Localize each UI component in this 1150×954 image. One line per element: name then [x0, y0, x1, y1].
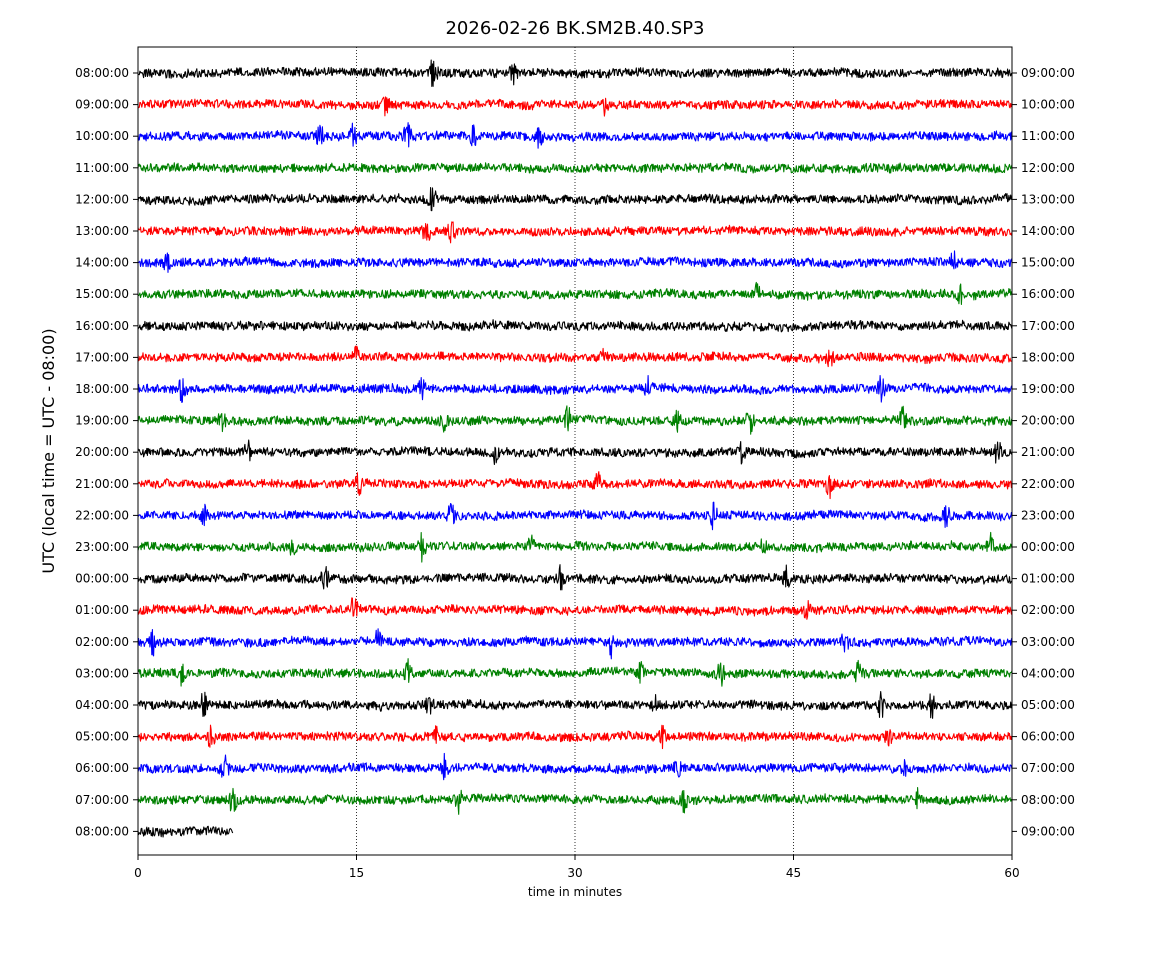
right-tick-label-14: 23:00:00 [1021, 508, 1075, 522]
trace-22 [137, 752, 1013, 781]
left-tick-label-15: 23:00:00 [75, 540, 129, 554]
right-tick-label-11: 20:00:00 [1021, 414, 1075, 428]
x-tick-label-30: 30 [567, 866, 582, 880]
left-tick-label-14: 22:00:00 [75, 508, 129, 522]
trace-7 [137, 281, 1013, 306]
left-tick-label-3: 11:00:00 [75, 161, 129, 175]
left-tick-label-18: 02:00:00 [75, 635, 129, 649]
trace-21 [137, 724, 1013, 750]
left-tick-label-8: 16:00:00 [75, 319, 129, 333]
trace-9 [137, 345, 1013, 368]
trace-2 [137, 122, 1013, 149]
right-tick-label-9: 18:00:00 [1021, 350, 1075, 364]
x-tick-label-0: 0 [134, 866, 142, 880]
left-tick-label-22: 06:00:00 [75, 761, 129, 775]
right-tick-label-1: 10:00:00 [1021, 98, 1075, 112]
left-tick-label-24: 08:00:00 [75, 824, 129, 838]
left-tick-label-20: 04:00:00 [75, 698, 129, 712]
left-tick-label-7: 15:00:00 [75, 287, 129, 301]
left-tick-label-17: 01:00:00 [75, 603, 129, 617]
chart-title: 2026-02-26 BK.SM2B.40.SP3 [445, 18, 704, 39]
x-tick-label-15: 15 [349, 866, 364, 880]
right-tick-label-16: 01:00:00 [1021, 572, 1075, 586]
right-tick-label-0: 09:00:00 [1021, 66, 1075, 80]
left-tick-label-11: 19:00:00 [75, 414, 129, 428]
right-tick-label-18: 03:00:00 [1021, 635, 1075, 649]
trace-layer [137, 59, 1013, 838]
left-tick-label-23: 07:00:00 [75, 793, 129, 807]
right-tick-label-20: 05:00:00 [1021, 698, 1075, 712]
x-tick-label-60: 60 [1004, 866, 1019, 880]
right-tick-label-21: 06:00:00 [1021, 730, 1075, 744]
right-tick-label-13: 22:00:00 [1021, 477, 1075, 491]
left-tick-label-19: 03:00:00 [75, 666, 129, 680]
left-tick-label-21: 05:00:00 [75, 730, 129, 744]
trace-0 [138, 59, 1013, 87]
trace-17 [137, 597, 1013, 620]
left-tick-label-12: 20:00:00 [75, 445, 129, 459]
right-tick-label-23: 08:00:00 [1021, 793, 1075, 807]
trace-1 [137, 96, 1013, 117]
right-tick-label-19: 04:00:00 [1021, 666, 1075, 680]
right-tick-label-6: 15:00:00 [1021, 256, 1075, 270]
trace-20 [137, 691, 1013, 719]
x-axis-label: time in minutes [528, 885, 622, 899]
left-tick-label-16: 00:00:00 [75, 572, 129, 586]
trace-12 [137, 439, 1013, 466]
trace-6 [137, 250, 1013, 273]
right-tick-label-2: 11:00:00 [1021, 129, 1075, 143]
left-tick-label-13: 21:00:00 [75, 477, 129, 491]
trace-8 [137, 319, 1013, 333]
left-tick-label-0: 08:00:00 [75, 66, 129, 80]
left-tick-label-6: 14:00:00 [75, 256, 129, 270]
trace-15 [137, 531, 1013, 563]
left-tick-label-9: 17:00:00 [75, 350, 129, 364]
right-tick-label-22: 07:00:00 [1021, 761, 1075, 775]
trace-11 [137, 405, 1013, 435]
left-tick-label-10: 18:00:00 [75, 382, 129, 396]
right-tick-label-10: 19:00:00 [1021, 382, 1075, 396]
tick-layer: 0 15 30 45 60 08:00:00 09:00:00 10:00:00 11:00:0… [75, 66, 1075, 880]
trace-10 [137, 374, 1013, 403]
right-tick-label-8: 17:00:00 [1021, 319, 1075, 333]
trace-13 [137, 471, 1013, 500]
left-tick-label-5: 13:00:00 [75, 224, 129, 238]
right-tick-label-7: 16:00:00 [1021, 287, 1075, 301]
trace-24 [137, 825, 234, 838]
trace-4 [137, 187, 1013, 212]
right-tick-label-24: 09:00:00 [1021, 824, 1075, 838]
right-tick-label-17: 02:00:00 [1021, 603, 1075, 617]
trace-19 [137, 658, 1013, 687]
right-tick-label-15: 00:00:00 [1021, 540, 1075, 554]
left-tick-label-1: 09:00:00 [75, 98, 129, 112]
right-tick-label-12: 21:00:00 [1021, 445, 1075, 459]
x-tick-label-45: 45 [786, 866, 801, 880]
trace-16 [137, 564, 1013, 591]
trace-18 [137, 628, 1013, 660]
trace-14 [137, 501, 1013, 531]
right-tick-label-3: 12:00:00 [1021, 161, 1075, 175]
right-tick-label-5: 14:00:00 [1021, 224, 1075, 238]
right-tick-label-4: 13:00:00 [1021, 192, 1075, 206]
trace-3 [137, 162, 1013, 174]
trace-5 [137, 221, 1013, 244]
trace-23 [137, 787, 1013, 815]
y-axis-label: UTC (local time = UTC - 08:00) [39, 328, 58, 573]
left-tick-label-2: 10:00:00 [75, 129, 129, 143]
left-tick-label-4: 12:00:00 [75, 192, 129, 206]
